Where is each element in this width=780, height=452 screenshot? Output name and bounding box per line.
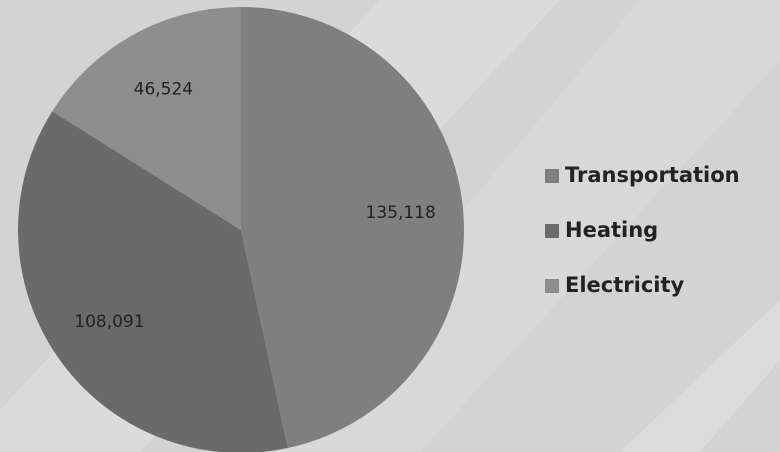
legend-swatch [545,224,559,238]
legend-label: Heating [565,218,658,242]
legend-swatch [545,279,559,293]
pie-slice [241,7,465,449]
pie-slice [52,7,241,230]
pie: 135,118 108,091 46,524 [18,7,465,452]
legend-label: Transportation [565,163,740,187]
data-label: 46,524 [134,79,193,99]
pie-slice [18,111,288,452]
data-label: 108,091 [74,312,144,332]
legend-swatch [545,169,559,183]
legend: Transportation Heating Electricity [545,163,740,297]
background-stripe [620,300,780,452]
data-label: 135,118 [366,203,436,223]
legend-label: Electricity [565,273,685,297]
